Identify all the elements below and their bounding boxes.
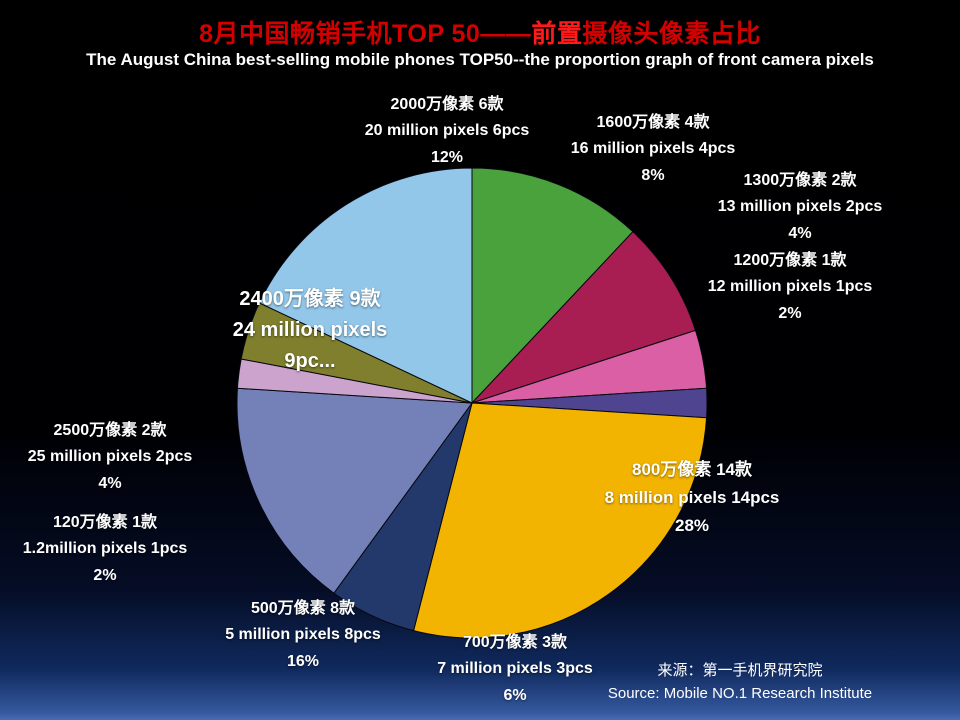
slice-label-pct: 2%	[93, 566, 117, 584]
slice-label-en: 12 million pixels 1pcs	[707, 278, 873, 296]
title-part-highlight: 前置	[531, 20, 583, 48]
slice-label-pct: 28%	[674, 516, 710, 536]
slice-label-zh: 1200万像素 1款	[733, 252, 847, 269]
slice-label-en: 1.2million pixels 1pcs	[22, 540, 188, 558]
pie-slice-500w	[236, 387, 473, 594]
slice-label-pct: 9pc...	[284, 350, 336, 372]
slice-label-pct: 4%	[98, 474, 122, 492]
slice-label-zh: 2500万像素 2款	[53, 422, 167, 439]
slice-label-pct: 4%	[788, 224, 812, 242]
slice-label-en: 16 million pixels 4pcs	[570, 140, 736, 158]
pie-label-700w: 700万像素 3款 7 million pixels 3pcs 6%	[437, 630, 593, 709]
pie-slice-1600w	[471, 230, 697, 404]
slice-label-zh: 800万像素 14款	[632, 460, 752, 479]
pie-label-1300w: 1300万像素 2款 13 million pixels 2pcs 4%	[718, 168, 883, 247]
pie-slice-2400w	[258, 167, 473, 404]
pie-label-1600w: 1600万像素 4款 16 million pixels 4pcs 8%	[571, 110, 736, 189]
slice-label-pct: 16%	[286, 652, 320, 670]
slice-label-pct: 12%	[430, 148, 464, 166]
title-part-3: 摄像头像素占比	[582, 20, 761, 48]
slice-label-pct: 8%	[641, 166, 665, 184]
page-subtitle: The August China best-selling mobile pho…	[86, 50, 874, 69]
source-note: 来源：第一手机界研究院 Source: Mobile NO.1 Research…	[608, 660, 872, 705]
source-line-en: Source: Mobile NO.1 Research Institute	[607, 684, 873, 702]
slice-label-en: 20 million pixels 6pcs	[364, 122, 530, 140]
slice-label-en: 8 million pixels 14pcs	[604, 488, 780, 508]
slice-label-en: 25 million pixels 2pcs	[27, 448, 193, 466]
slice-label-zh: 1600万像素 4款	[596, 114, 710, 131]
pie-label-500w: 500万像素 8款 5 million pixels 8pcs 16%	[225, 596, 381, 675]
slice-label-zh: 1300万像素 2款	[743, 172, 857, 189]
slice-label-zh: 500万像素 8款	[250, 600, 356, 617]
pie-label-800w: 800万像素 14款 8 million pixels 14pcs 28%	[605, 456, 780, 540]
slice-label-en: 5 million pixels 8pcs	[225, 626, 381, 644]
slice-label-zh: 700万像素 3款	[462, 634, 568, 651]
slice-label-pct: 2%	[778, 304, 802, 322]
pie-label-2500w: 2500万像素 2款 25 million pixels 2pcs 4%	[28, 418, 193, 497]
slice-label-pct: 6%	[503, 686, 527, 704]
page-title: 8月中国畅销手机TOP 50——前置摄像头像素占比	[0, 14, 960, 50]
pie-label-2400w: 2400万像素 9款 24 million pixels 9pc...	[233, 284, 388, 377]
pie-label-1200w: 1200万像素 1款 12 million pixels 1pcs 2%	[708, 248, 873, 327]
slice-label-en: 13 million pixels 2pcs	[717, 198, 883, 216]
pie-slice-800w	[412, 402, 708, 639]
title-part-1: 8月中国畅销手机TOP 50——	[199, 20, 532, 48]
pie-label-120w: 120万像素 1款 1.2million pixels 1pcs 2%	[23, 510, 188, 589]
slice-label-zh: 2400万像素 9款	[239, 288, 381, 310]
pie-slice-2000w	[471, 167, 634, 405]
pie-label-2000w: 2000万像素 6款 20 million pixels 6pcs 12%	[365, 92, 530, 171]
slice-label-zh: 120万像素 1款	[52, 514, 158, 531]
slice-label-en: 24 million pixels	[232, 319, 388, 341]
source-line-zh: 来源：第一手机界研究院	[657, 662, 823, 679]
slice-label-en: 7 million pixels 3pcs	[437, 660, 593, 678]
slice-label-zh: 2000万像素 6款	[390, 96, 504, 113]
